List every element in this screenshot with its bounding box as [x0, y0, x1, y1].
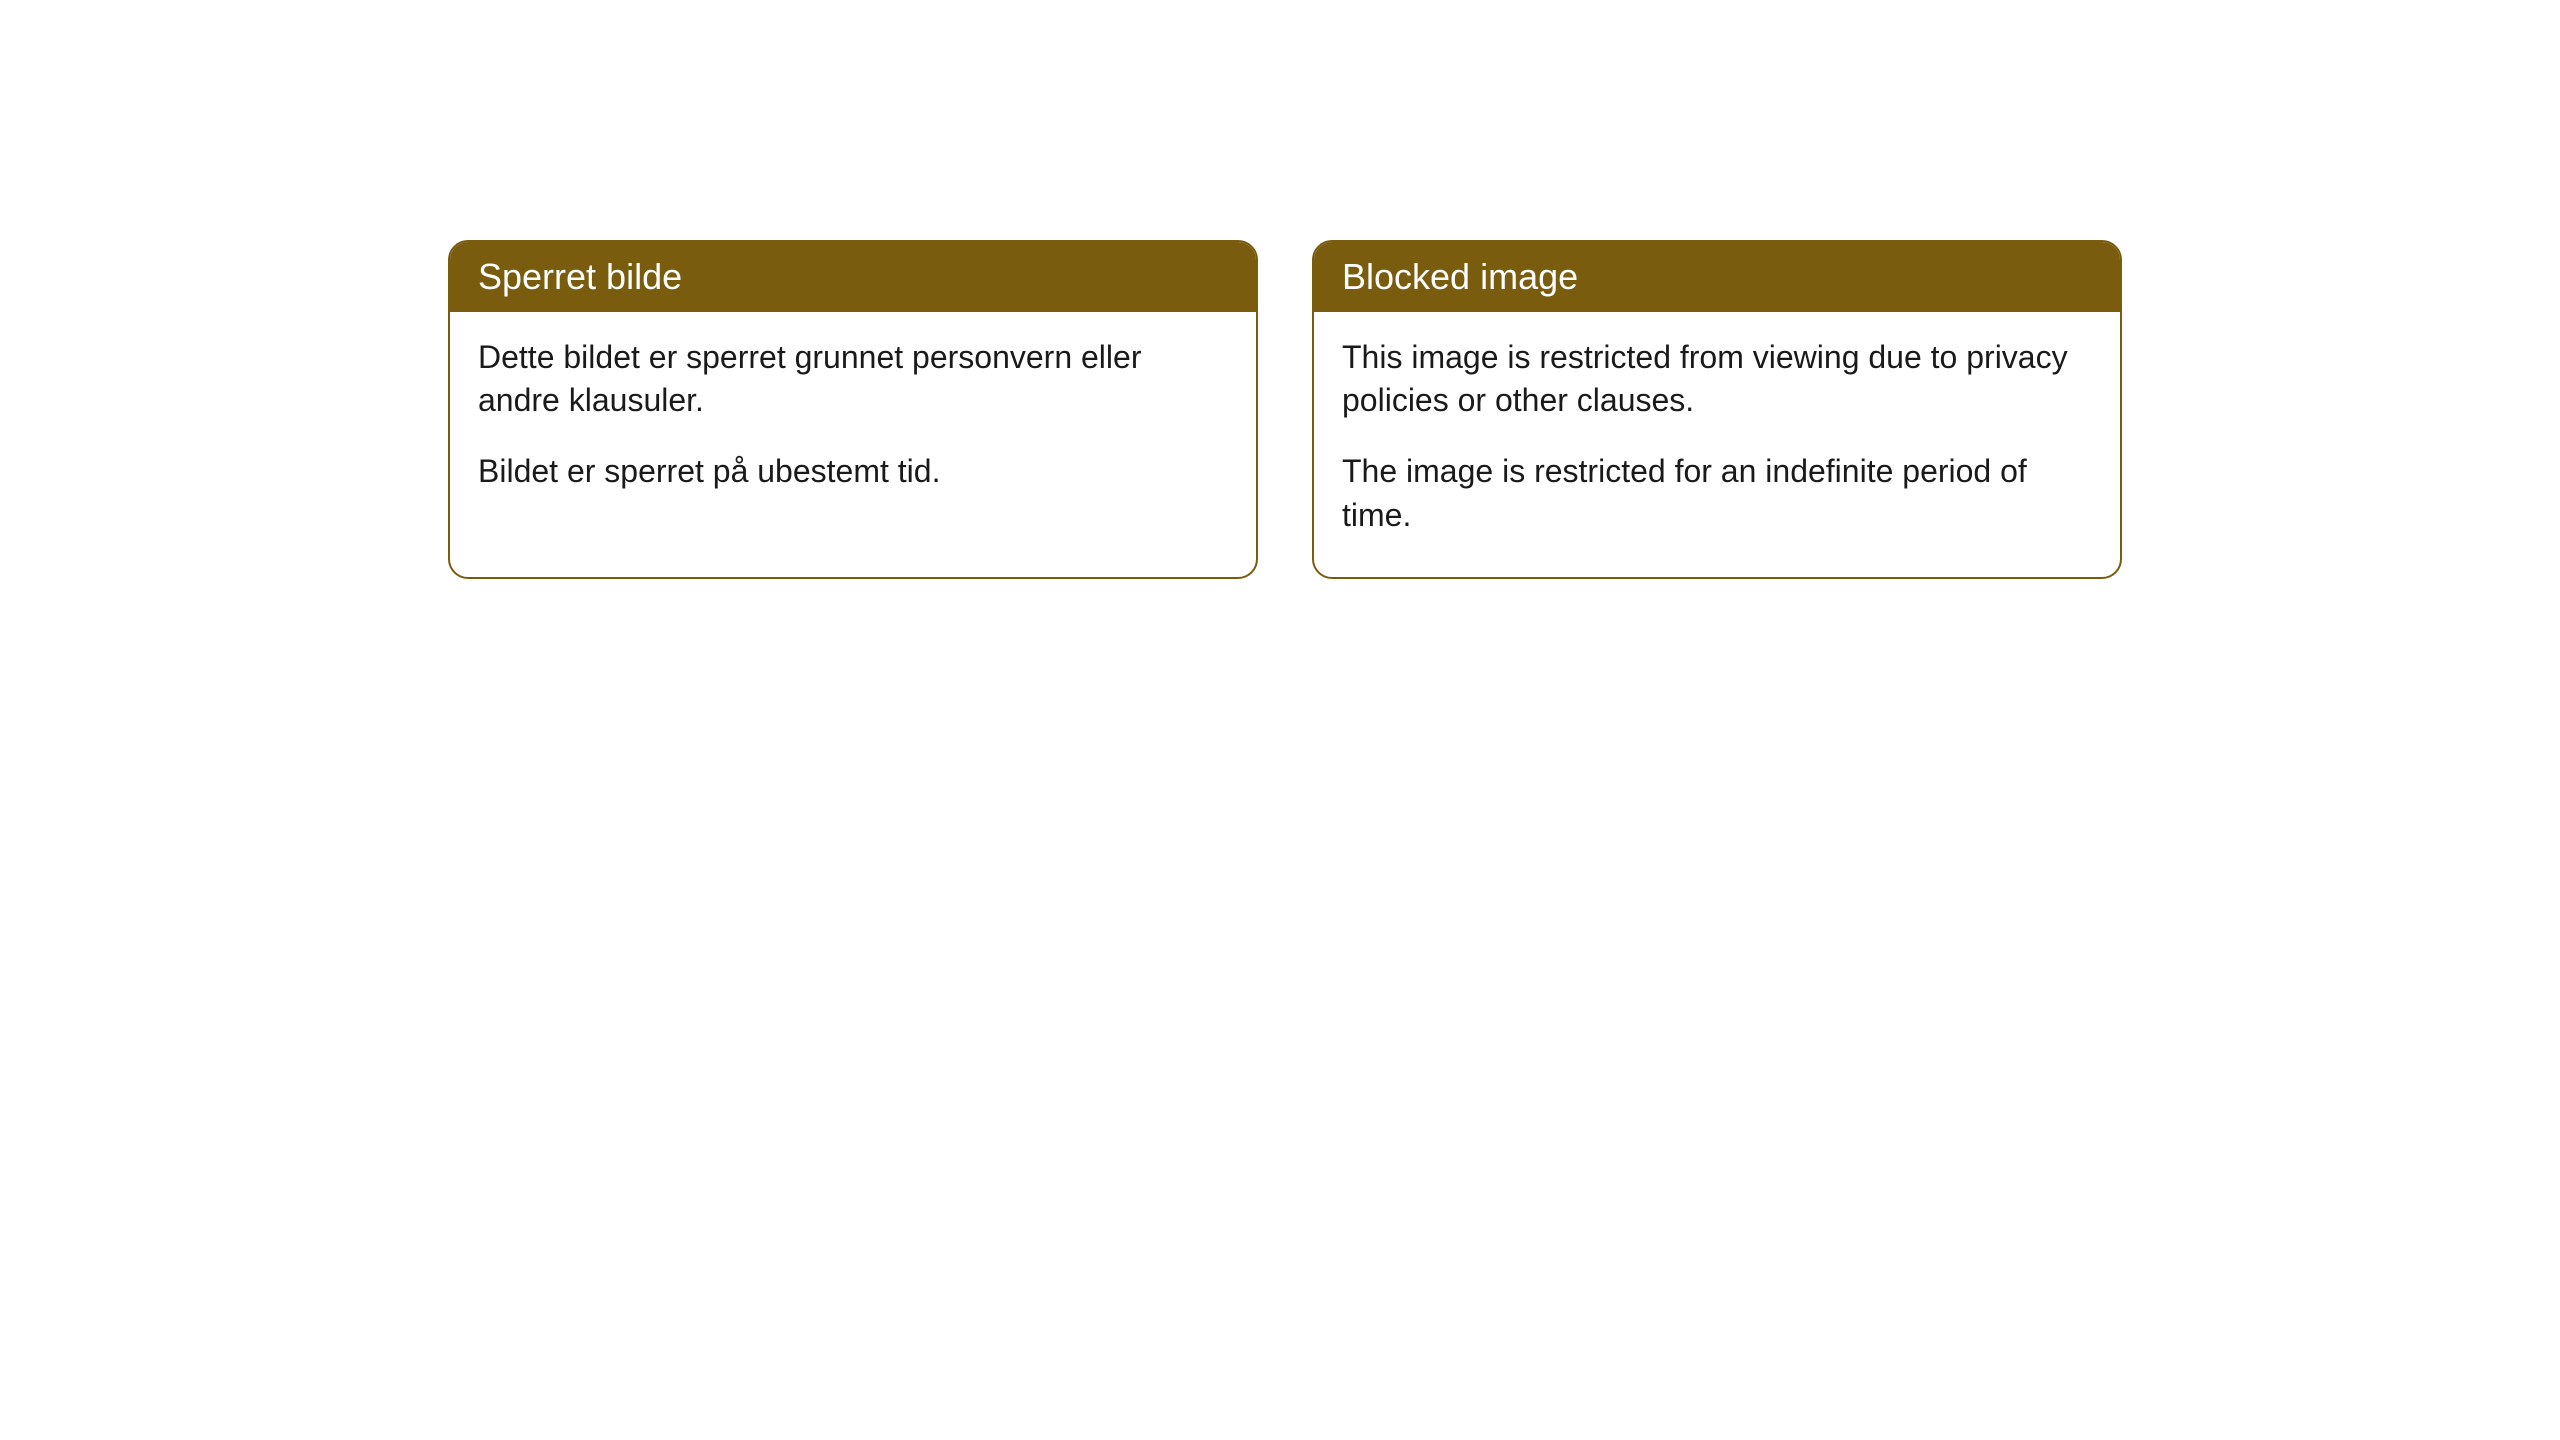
card-title: Sperret bilde	[478, 256, 682, 297]
card-paragraph-1: Dette bildet er sperret grunnet personve…	[478, 336, 1228, 422]
card-header-norwegian: Sperret bilde	[450, 242, 1256, 312]
card-header-english: Blocked image	[1314, 242, 2120, 312]
card-paragraph-2: Bildet er sperret på ubestemt tid.	[478, 450, 1228, 493]
blocked-image-card-norwegian: Sperret bilde Dette bildet er sperret gr…	[448, 240, 1258, 579]
card-body-norwegian: Dette bildet er sperret grunnet personve…	[450, 312, 1256, 534]
card-title: Blocked image	[1342, 256, 1578, 297]
card-paragraph-2: The image is restricted for an indefinit…	[1342, 450, 2092, 536]
blocked-image-card-english: Blocked image This image is restricted f…	[1312, 240, 2122, 579]
cards-container: Sperret bilde Dette bildet er sperret gr…	[448, 240, 2122, 579]
card-body-english: This image is restricted from viewing du…	[1314, 312, 2120, 577]
card-paragraph-1: This image is restricted from viewing du…	[1342, 336, 2092, 422]
